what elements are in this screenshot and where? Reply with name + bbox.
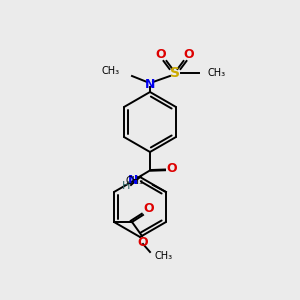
Text: CH₃: CH₃: [126, 176, 144, 186]
Text: O: O: [184, 47, 194, 61]
Text: O: O: [156, 47, 166, 61]
Text: O: O: [167, 163, 177, 176]
Text: CH₃: CH₃: [154, 251, 172, 261]
Text: O: O: [138, 236, 148, 248]
Text: O: O: [144, 202, 154, 215]
Text: CH₃: CH₃: [207, 68, 225, 78]
Text: S: S: [170, 66, 180, 80]
Text: N: N: [145, 77, 155, 91]
Text: CH₃: CH₃: [102, 66, 120, 76]
Text: N: N: [128, 173, 138, 187]
Text: H: H: [122, 181, 130, 191]
